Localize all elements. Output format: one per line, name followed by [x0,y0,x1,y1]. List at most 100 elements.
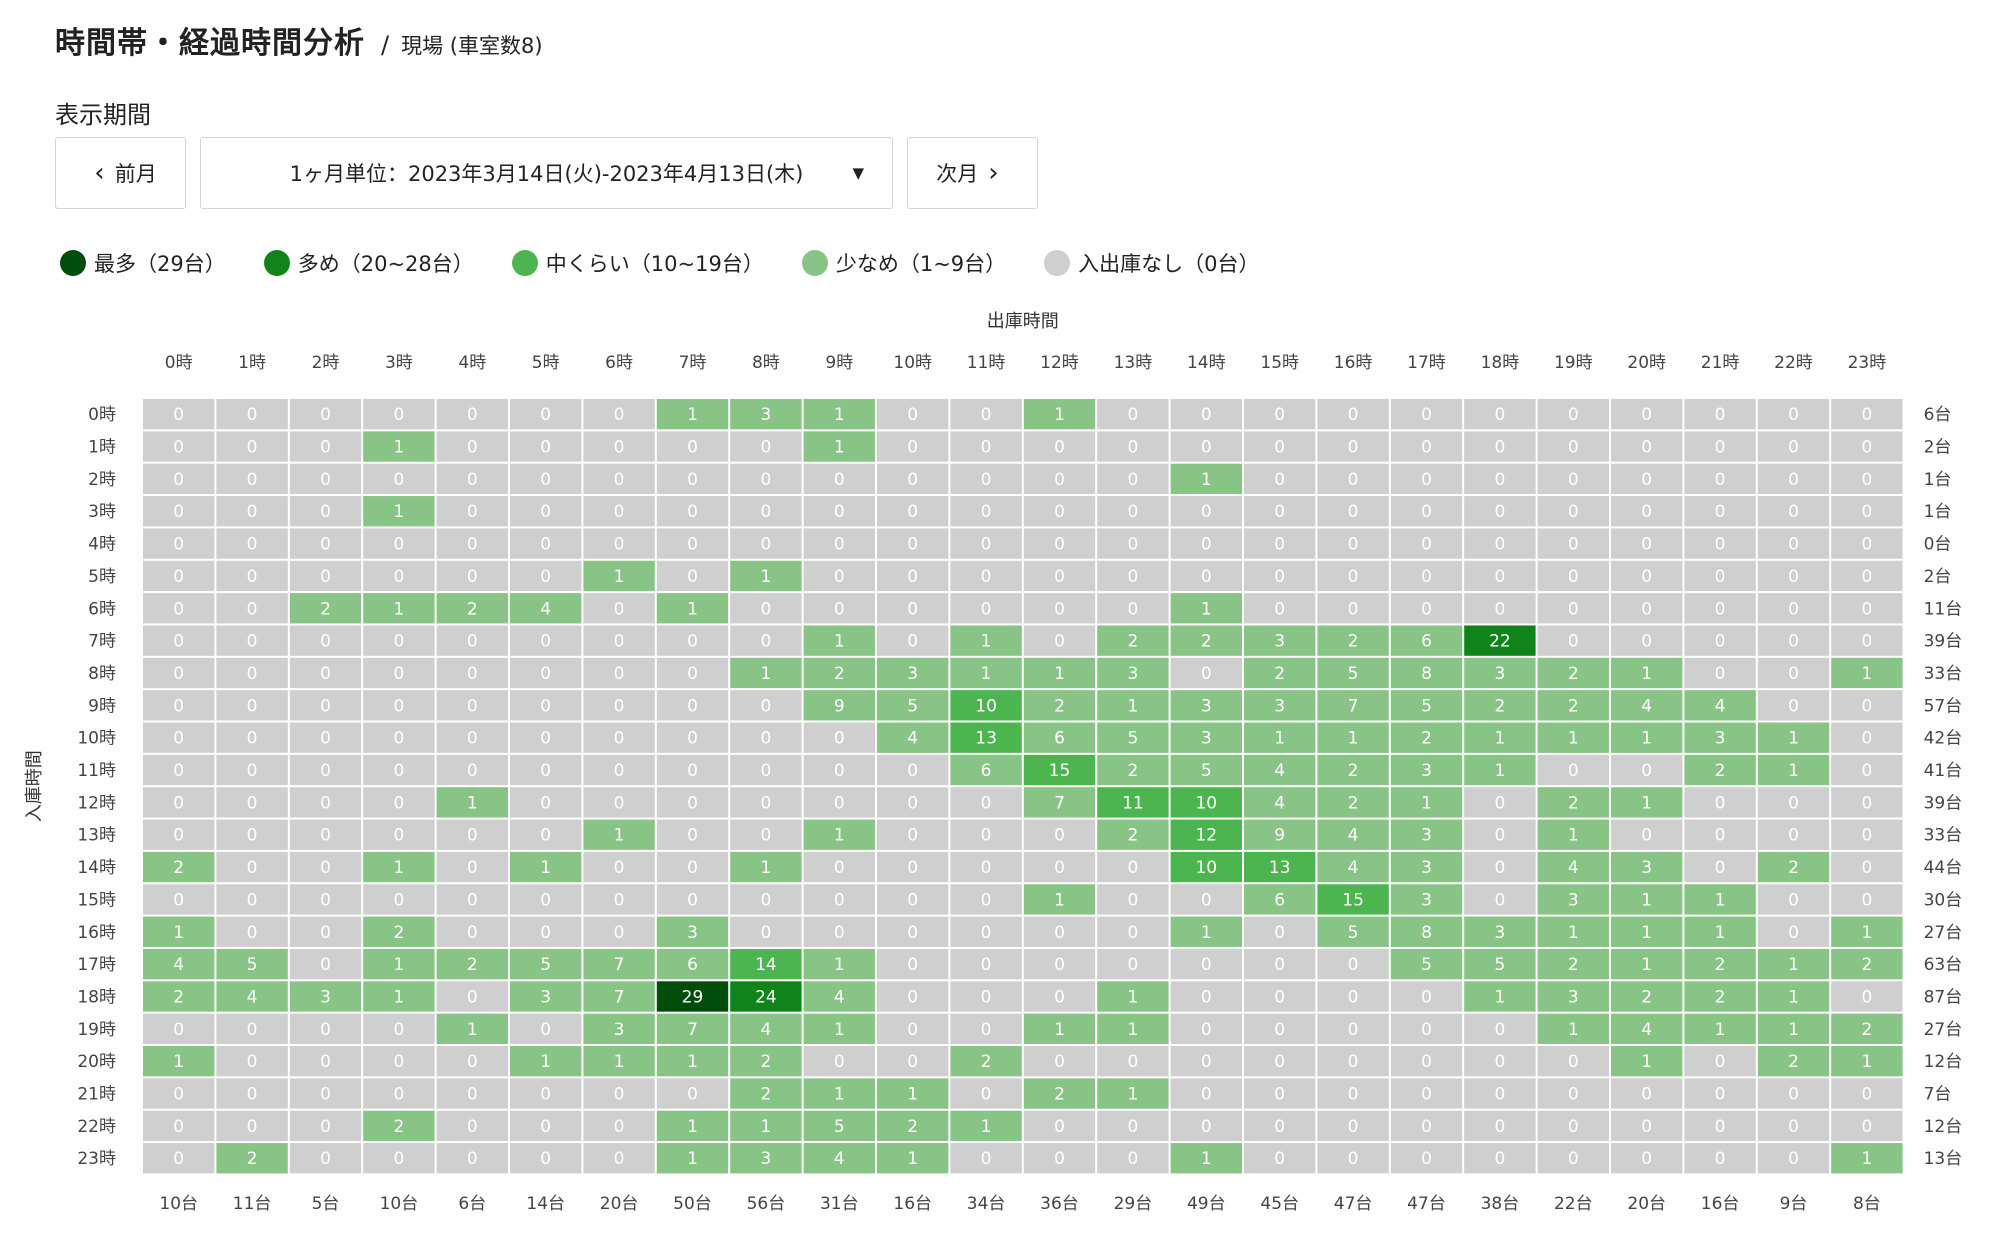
col-total-label: 47台 [1407,1194,1446,1214]
heatmap-cell [1023,431,1096,462]
heatmap-cell [1684,981,1756,1012]
heatmap-cell [510,496,582,527]
cell-value-label: 4 [1641,696,1652,716]
heatmap-cell [1244,884,1316,915]
heatmap-cell [583,657,655,689]
heatmap-cell [1097,1110,1169,1142]
legend-item-low: 少なめ（1~9台） [801,248,1006,278]
heatmap-cell [216,722,288,753]
cell-value-label: 0 [1127,955,1138,975]
cell-value-label: 2 [467,599,478,619]
cell-value-label: 0 [614,858,625,878]
heatmap-cell [143,690,215,721]
heatmap-cell [1831,916,1903,947]
cell-value-label: 5 [1127,729,1138,749]
cell-value-label: 1 [834,405,845,425]
heatmap-cell [877,1078,949,1109]
heatmap-cell [1097,754,1169,786]
col-total-label: 36台 [1040,1194,1079,1214]
heatmap-cell [950,463,1022,495]
cell-value-label: 0 [907,923,918,943]
cell-value-label: 0 [173,1117,184,1137]
row-total-label: 87台 [1924,987,1963,1007]
heatmap-cell [1537,722,1609,753]
cell-value-label: 0 [1127,890,1138,910]
heatmap-cell [510,690,582,721]
heatmap-cell [1684,884,1756,915]
heatmap-cell [1684,754,1756,786]
cell-value-label: 0 [247,826,258,846]
col-total-label: 14台 [526,1194,565,1214]
cell-value-label: 0 [614,502,625,522]
cell-value-label: 0 [1861,405,1872,425]
cell-value-label: 0 [467,1052,478,1072]
heatmap-cell [950,981,1022,1012]
cell-value-label: 0 [1568,599,1579,619]
heatmap-cell [1023,496,1096,527]
heatmap-cell [1170,916,1242,947]
heatmap-cell [1611,528,1683,559]
heatmap-cell [1097,819,1169,850]
col-total-label: 10台 [159,1194,198,1214]
heatmap-cell [1023,819,1096,850]
heatmap-cell [1464,1013,1536,1044]
row-total-label: 12台 [1924,1117,1963,1137]
heatmap-cell [1023,463,1096,495]
cell-value-label: 0 [834,729,845,749]
y-tick-label: 21時 [77,1085,116,1105]
cell-value-label: 1 [1641,793,1652,813]
cell-value-label: 1 [1715,1020,1726,1040]
heatmap-cell [1097,463,1169,495]
cell-value-label: 1 [393,502,404,522]
col-total-label: 38台 [1481,1194,1520,1214]
cell-value-label: 7 [1348,696,1359,716]
heatmap-cell [1317,528,1389,559]
cell-value-label: 2 [1788,1052,1799,1072]
cell-value-label: 0 [1788,826,1799,846]
cell-value-label: 1 [834,1085,845,1105]
cell-value-label: 2 [467,955,478,975]
row-total-label: 63台 [1924,955,1963,975]
cell-value-label: 3 [1421,826,1432,846]
legend-item-zero: 入出庫なし（0台） [1044,248,1260,278]
prev-month-button[interactable]: ‹ 前月 [55,137,186,209]
cell-value-label: 1 [687,1117,698,1137]
heatmap-cell [143,431,215,462]
cell-value-label: 0 [1201,890,1212,910]
cell-value-label: 0 [1494,599,1505,619]
heatmap-cell [950,1013,1022,1044]
cell-value-label: 0 [614,1085,625,1105]
heatmap-cell [803,1013,875,1044]
cell-value-label: 2 [1861,955,1872,975]
col-total-label: 56台 [747,1194,786,1214]
heatmap-cell [289,981,362,1012]
heatmap-cell [510,1046,582,1077]
heatmap-cell [1390,1046,1463,1077]
heatmap-cell [1684,916,1756,947]
cell-value-label: 0 [1715,826,1726,846]
heatmap-cell [1611,819,1683,850]
heatmap-cell [803,496,875,527]
heatmap-cell [143,981,215,1012]
heatmap-cell [1831,1143,1903,1174]
next-month-button[interactable]: 次月 › [907,137,1038,209]
cell-value-label: 0 [540,438,551,458]
cell-value-label: 0 [247,761,258,781]
cell-value-label: 7 [1054,793,1065,813]
cell-value-label: 1 [981,1117,992,1137]
heatmap-cell [1757,528,1830,559]
heatmap-cell [877,884,949,915]
cell-value-label: 1 [687,1149,698,1169]
cell-value-label: 0 [1421,1117,1432,1137]
heatmap-cell [656,690,729,721]
cell-value-label: 0 [907,826,918,846]
period-select[interactable]: 1ヶ月単位：2023年3月14日(火)-2023年4月13日(木) ▼ [200,137,893,209]
cell-value-label: 0 [760,599,771,619]
y-tick-label: 23時 [77,1149,116,1169]
cell-value-label: 2 [1494,696,1505,716]
heatmap-cell [1170,657,1242,689]
heatmap-cell [1464,625,1536,656]
heatmap-cell [730,690,802,721]
heatmap-cell [216,787,288,818]
heatmap-cell [1684,851,1756,883]
